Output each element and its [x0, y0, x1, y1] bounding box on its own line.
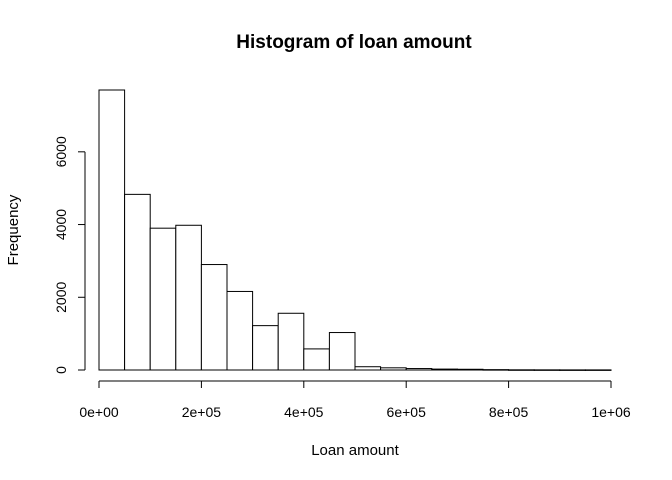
histogram-bar-0	[98, 89, 126, 371]
histogram-bar-1	[124, 193, 151, 371]
x-axis-label: Loan amount	[311, 442, 399, 459]
y-tick-label-0: 0	[53, 366, 69, 374]
x-tick-label-4: 8e+05	[489, 404, 529, 420]
x-axis: 0e+00 2e+05 4e+05 6e+05 8e+05 1e+06	[79, 380, 631, 420]
x-tick-label-3: 6e+05	[387, 404, 427, 420]
bars-group	[98, 89, 612, 371]
histogram-bar-3	[175, 224, 202, 371]
y-axis-label: Frequency	[5, 194, 22, 265]
x-tick-label-0: 0e+00	[79, 404, 119, 420]
y-tick-label-3: 6000	[53, 136, 69, 167]
histogram-bar-8	[303, 348, 330, 371]
histogram-bar-4	[200, 264, 228, 371]
histogram-bar-16	[508, 369, 535, 371]
histogram-bar-2	[149, 227, 177, 371]
histogram-bar-14	[456, 368, 484, 371]
x-tick-label-5: 1e+06	[591, 404, 631, 420]
y-tick-label-2: 4000	[53, 209, 69, 240]
histogram-bar-11	[380, 367, 407, 371]
y-tick-label-1: 2000	[53, 281, 69, 312]
histogram-bar-17	[533, 369, 561, 371]
chart-title: Histogram of loan amount	[236, 32, 472, 53]
histogram-bar-5	[226, 290, 254, 371]
histogram-bar-9	[328, 332, 356, 371]
x-tick-label-2: 4e+05	[284, 404, 324, 420]
y-axis: 0 2000 4000 6000	[53, 136, 86, 374]
histogram-bar-12	[405, 368, 433, 371]
histogram-bar-13	[431, 368, 458, 371]
histogram-bar-19	[584, 369, 612, 371]
histogram-bar-15	[482, 369, 510, 371]
histogram-bar-7	[277, 312, 305, 371]
x-tick-label-1: 2e+05	[182, 404, 222, 420]
histogram-bar-10	[354, 366, 382, 371]
histogram-bar-18	[559, 369, 586, 371]
histogram-bar-6	[252, 325, 279, 371]
